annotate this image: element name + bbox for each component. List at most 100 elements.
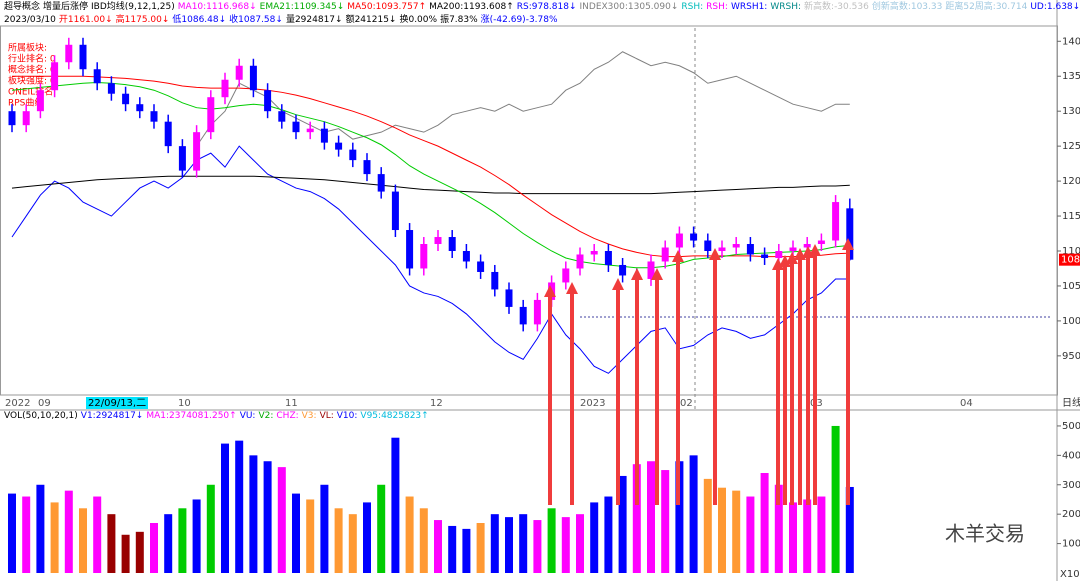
candle-body [249, 65, 257, 91]
header-item: 低1086.48↓ [172, 15, 227, 25]
candle-body [604, 250, 612, 265]
annotation-arrowhead [842, 238, 854, 250]
candle-body [349, 149, 357, 161]
volume-bar [221, 443, 229, 573]
candle-body [690, 233, 698, 241]
header-item: 新高数:-30.536 [804, 2, 869, 12]
y-tick-label: 1200 [1062, 176, 1080, 187]
sector-text: RPS曲线 [8, 97, 43, 109]
volume-bar [348, 514, 357, 573]
y-tick-label: 1100 [1062, 246, 1080, 257]
candle-body [789, 247, 797, 251]
candle-body [221, 79, 229, 98]
volume-bar [533, 520, 542, 573]
header-item: V1:2924817↓ [80, 411, 144, 421]
header-item: CHZ: [276, 411, 299, 421]
header-item: UD:1.638↓ [1030, 2, 1080, 12]
volume-bar [64, 490, 73, 573]
candle-body [8, 111, 16, 126]
volume-bar [490, 514, 499, 573]
sector-text: 板块强度: 0 [8, 75, 56, 87]
candle-body [36, 90, 44, 112]
header-item: 超导概念 [4, 2, 41, 12]
annotation-arrowhead [651, 268, 663, 280]
candle-body [491, 271, 499, 290]
period-label: 日线 [1062, 396, 1080, 409]
header-item: 换0.00% [399, 15, 438, 25]
header-item: V95:4825823↑ [360, 411, 429, 421]
candle-body [320, 128, 328, 143]
volume-bar [505, 517, 513, 573]
candle-body [562, 268, 570, 283]
volume-bar [8, 493, 16, 573]
quote-header: 2023/03/10 开1161.00↓ 高1175.00↓ 低1086.48↓ 收10… [4, 14, 561, 26]
volume-bar [519, 514, 528, 573]
indicator-header: 超导概念 增量后涨停 IBD均线(9,12,1,25) MA10:1116.968↓ E… [4, 1, 1080, 13]
candle-body [292, 121, 300, 133]
annotation-arrowhead [612, 278, 624, 290]
volume-bar [675, 461, 684, 573]
volume-bar [789, 502, 797, 573]
candle-body [264, 90, 272, 112]
candle-body [775, 250, 783, 258]
header-item: 振7.83% [440, 15, 478, 25]
candle-body [832, 202, 840, 241]
annotation-arrowhead [786, 252, 798, 264]
header-item: IBD均线(9,12,1,25) [91, 2, 175, 12]
candle-body [817, 240, 825, 245]
y-tick-label: 1300 [1062, 106, 1080, 117]
volume-bar [206, 484, 215, 573]
volume-unit: X10 [1060, 569, 1080, 580]
volume-bar [774, 484, 783, 573]
y-tick-label: 1400 [1062, 36, 1080, 47]
volume-bar [135, 531, 144, 573]
candle-body [391, 191, 399, 231]
header-item: MA1:2374081.250↑ [146, 411, 237, 421]
volume-bar [192, 499, 201, 573]
header-item: V2: [258, 411, 274, 421]
volume-bar [476, 523, 485, 573]
volume-bar [363, 502, 371, 573]
header-item: INDEX300:1305.090↓ [579, 2, 679, 12]
volume-tick-label: 10000 [1062, 539, 1080, 550]
volume-bar [249, 455, 258, 573]
candle-body [519, 306, 527, 325]
volume-bar [689, 455, 698, 573]
volume-bar [590, 502, 599, 573]
volume-bar [50, 502, 59, 573]
sector-text: 概念排名: 0 [8, 64, 56, 76]
last-price-bg [1059, 253, 1080, 266]
candle-body [335, 142, 343, 150]
volume-bar [419, 508, 428, 573]
candle-body [51, 62, 59, 91]
volume-bar [235, 440, 244, 573]
volume-bar [405, 496, 414, 573]
candle-body [79, 44, 87, 70]
header-item: 额241215↓ [345, 15, 397, 25]
volume-bar [178, 508, 187, 573]
candle-body [363, 160, 371, 175]
volume-bar [320, 484, 329, 573]
candle-body [732, 244, 740, 248]
candle-body [22, 111, 30, 126]
candle-body [193, 132, 201, 171]
header-item: VOL(50,10,20,1) [4, 411, 78, 421]
header-item: RSH: [706, 2, 728, 12]
volume-bar [561, 517, 570, 573]
cursor-date-bg [86, 397, 148, 409]
volume-bar [817, 496, 826, 573]
annotation-arrowhead [672, 250, 684, 262]
indicator-line [11, 175, 850, 195]
header-item: 收1087.58↓ [229, 15, 283, 25]
candle-body [590, 250, 598, 255]
volume-bar [121, 534, 130, 573]
header-item: VU: [239, 411, 256, 421]
volume-tick-label: 50000 [1062, 421, 1080, 432]
volume-bar [79, 508, 87, 573]
header-item: MA10:1116.968↓ [177, 2, 257, 12]
volume-bar [277, 467, 286, 573]
volume-bar [576, 514, 584, 573]
candle-body [122, 93, 130, 105]
header-item: 量2924817↓ [285, 15, 343, 25]
volume-bar [547, 508, 556, 573]
